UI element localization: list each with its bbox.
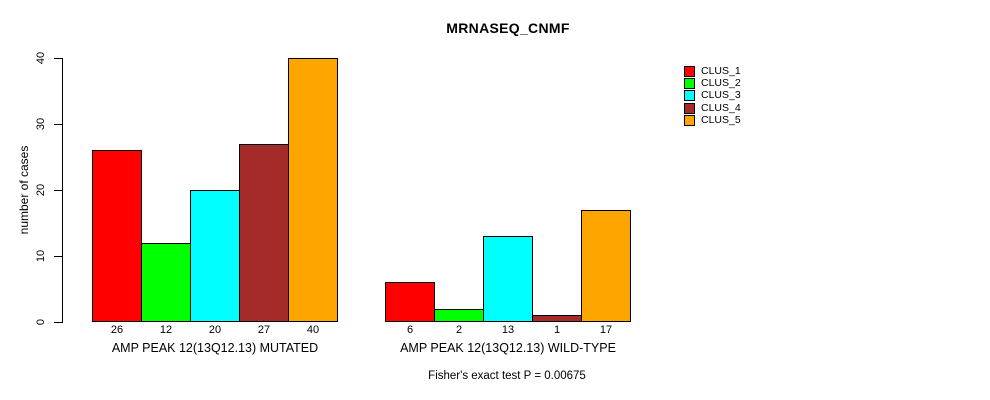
y-axis-title: number of cases — [17, 145, 31, 235]
y-tick-label: 40 — [35, 51, 47, 65]
bar-value-label: 13 — [501, 324, 515, 336]
bar — [385, 282, 435, 322]
legend-item: CLUS_5 — [684, 115, 741, 127]
bar — [190, 190, 240, 322]
bar — [532, 315, 582, 322]
bar — [434, 308, 484, 322]
bar-value-label: 20 — [208, 324, 222, 336]
y-tick — [54, 190, 62, 191]
y-tick — [54, 58, 62, 59]
bar — [483, 236, 533, 322]
bar-value-label: 26 — [110, 324, 124, 336]
y-axis-line — [62, 58, 63, 323]
y-tick — [54, 256, 62, 257]
group-label: AMP PEAK 12(13Q12.13) MUTATED — [111, 341, 319, 355]
group-label: AMP PEAK 12(13Q12.13) WILD-TYPE — [400, 341, 616, 355]
bar — [92, 150, 142, 322]
y-tick-label: 0 — [35, 318, 47, 326]
legend-label: CLUS_4 — [701, 101, 741, 114]
legend-swatch — [684, 90, 695, 102]
legend-label: CLUS_3 — [701, 89, 741, 102]
y-tick — [54, 322, 62, 323]
legend-swatch — [684, 115, 695, 127]
legend-swatch — [684, 78, 695, 90]
annotation-text: Fisher's exact test P = 0.00675 — [428, 370, 586, 382]
bar — [239, 143, 289, 322]
legend-label: CLUS_5 — [701, 114, 741, 127]
bar-value-label: 1 — [553, 324, 561, 336]
bar-value-label: 6 — [406, 324, 414, 336]
legend-label: CLUS_2 — [701, 77, 741, 90]
legend-item: CLUS_1 — [684, 65, 741, 77]
bar — [581, 209, 631, 322]
bar — [288, 58, 338, 322]
legend-swatch — [684, 102, 695, 114]
legend-item: CLUS_2 — [684, 77, 741, 90]
bar-value-label: 12 — [159, 324, 173, 336]
bar-value-label: 40 — [306, 324, 320, 336]
bar-value-label: 27 — [257, 324, 271, 336]
y-tick-label: 20 — [35, 183, 47, 197]
legend-label: CLUS_1 — [701, 64, 741, 77]
legend-item: CLUS_4 — [684, 102, 741, 114]
bar — [141, 242, 191, 322]
legend-swatch — [684, 65, 695, 77]
bar-value-label: 17 — [599, 324, 613, 336]
legend: CLUS_1 CLUS_2 CLUS_3 CLUS_4 CLUS_5 — [684, 65, 741, 127]
chart-title: MRNASEQ_CNMF — [446, 20, 570, 36]
y-tick — [54, 124, 62, 125]
legend-item: CLUS_3 — [684, 90, 741, 102]
y-tick-label: 10 — [35, 249, 47, 263]
bar-value-label: 2 — [455, 324, 463, 336]
y-tick-label: 30 — [35, 117, 47, 131]
